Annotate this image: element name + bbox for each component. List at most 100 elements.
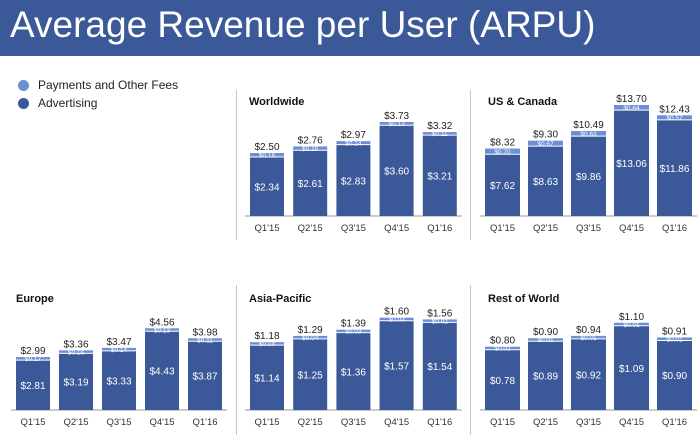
label-advertising: $3.19 [63, 378, 88, 389]
tick-label: Q1'15 [254, 417, 279, 428]
tick-label: Q1'15 [20, 417, 45, 428]
bar-advertising [528, 341, 563, 410]
bar-advertising [422, 135, 457, 216]
bar-payments [250, 342, 284, 346]
label-payments: $0.63 [580, 131, 597, 138]
label-total: $3.98 [192, 327, 217, 338]
label-payments: $0.16 [68, 349, 85, 356]
label-advertising: $1.25 [298, 370, 323, 381]
bar-payments [657, 337, 692, 341]
label-payments: $0.04 [302, 335, 319, 342]
chart-title: Rest of World [488, 293, 559, 305]
bar-advertising [422, 322, 457, 410]
label-payments: $0.01 [623, 322, 640, 329]
label-advertising: $3.87 [192, 372, 217, 383]
label-total: $1.39 [341, 319, 366, 330]
bar-advertising [16, 360, 50, 410]
bar-advertising [614, 325, 649, 410]
label-total: $3.73 [384, 111, 409, 122]
bar-advertising [485, 349, 520, 410]
tick-label: Q1'15 [490, 417, 515, 428]
label-advertising: $0.92 [576, 370, 601, 381]
label-advertising: $13.06 [616, 159, 647, 170]
bar-payments [59, 350, 93, 354]
bar-payments [336, 141, 371, 145]
label-total: $8.32 [490, 138, 515, 149]
bar-advertising [485, 154, 520, 216]
bar-advertising [293, 150, 328, 216]
label-advertising: $1.36 [341, 367, 366, 378]
label-advertising: $9.86 [576, 172, 601, 183]
label-advertising: $1.14 [254, 374, 279, 385]
tick-label: Q2'15 [298, 223, 323, 234]
label-payments: $0.13 [154, 327, 171, 334]
bar-advertising [571, 136, 606, 216]
label-payments: $0.01 [537, 337, 554, 344]
tick-label: Q4'15 [619, 417, 644, 428]
bar-advertising [379, 125, 414, 216]
chart-title: US & Canada [488, 96, 558, 108]
label-total: $9.30 [533, 130, 558, 141]
label-payments: $0.16 [259, 153, 276, 160]
tick-label: Q2'15 [63, 417, 88, 428]
label-total: $2.97 [341, 130, 366, 141]
bar-payments [293, 146, 328, 151]
label-total: $0.94 [576, 325, 601, 336]
label-advertising: $4.43 [149, 367, 174, 378]
tick-label: Q1'15 [490, 223, 515, 234]
label-advertising: $1.54 [427, 362, 452, 373]
label-total: $0.80 [490, 336, 515, 347]
legend-label-advertising: Advertising [38, 96, 98, 110]
label-payments: $0.15 [302, 146, 319, 153]
bar-payments [250, 152, 284, 158]
header-bar: Average Revenue per User (ARPU) [0, 0, 700, 56]
label-total: $4.56 [149, 317, 174, 328]
tick-label: Q3'15 [576, 417, 601, 428]
label-advertising: $0.78 [490, 376, 515, 387]
bar-advertising [336, 332, 371, 410]
label-total: $1.60 [384, 307, 409, 318]
divider-bottom-right [470, 285, 471, 435]
label-payments: $0.64 [623, 105, 640, 112]
legend-label-payments: Payments and Other Fees [38, 78, 179, 92]
bar-payments [571, 335, 606, 339]
label-total: $13.70 [616, 94, 647, 105]
bar-payments [485, 346, 520, 350]
label-advertising: $2.34 [254, 183, 279, 194]
bar-advertising [293, 338, 328, 410]
bar-payments [336, 329, 371, 333]
label-payments: $0.70 [494, 149, 511, 156]
label-total: $3.47 [106, 337, 131, 348]
label-advertising: $0.89 [533, 372, 558, 383]
tick-label: Q2'15 [533, 223, 558, 234]
bar-advertising [145, 331, 179, 410]
bar-payments [145, 328, 179, 332]
tick-label: Q1'16 [427, 417, 452, 428]
bar-payments [422, 319, 457, 323]
label-payments: $0.17 [25, 356, 42, 363]
tick-label: Q1'16 [427, 223, 452, 234]
tick-label: Q2'15 [298, 417, 323, 428]
divider-top-right [470, 90, 471, 240]
label-total: $1.56 [427, 308, 452, 319]
label-advertising: $1.09 [619, 364, 644, 375]
bar-advertising [379, 320, 414, 410]
label-payments: $0.04 [259, 341, 276, 348]
chart-2: Europe$2.81$0.17$2.99Q1'15$3.19$0.16$3.3… [11, 293, 227, 428]
bar-payments [485, 148, 520, 155]
label-advertising: $2.83 [341, 176, 366, 187]
label-advertising: $3.21 [427, 172, 452, 183]
label-total: $1.10 [619, 312, 644, 323]
label-total: $0.91 [662, 326, 687, 337]
bar-advertising [657, 119, 692, 216]
label-advertising: $3.60 [384, 167, 409, 178]
label-total: $3.36 [63, 339, 88, 350]
tick-label: Q4'15 [149, 417, 174, 428]
label-total: $2.99 [20, 346, 45, 357]
chart-title: Worldwide [249, 96, 304, 108]
label-advertising: $3.33 [106, 376, 131, 387]
bar-advertising [102, 350, 136, 410]
tick-label: Q3'15 [106, 417, 131, 428]
label-total: $0.90 [533, 327, 558, 338]
label-payments: $0.02 [494, 346, 511, 353]
